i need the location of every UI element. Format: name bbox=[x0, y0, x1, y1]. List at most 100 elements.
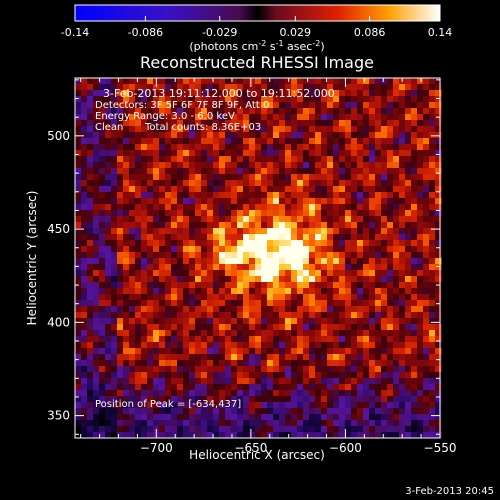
heatmap-cell bbox=[261, 420, 268, 427]
heatmap-cell bbox=[255, 180, 262, 187]
heatmap-cell bbox=[429, 150, 436, 157]
heatmap-cell bbox=[279, 378, 286, 385]
heatmap-cell bbox=[399, 168, 406, 175]
heatmap-cell bbox=[393, 150, 400, 157]
heatmap-cell bbox=[255, 120, 262, 127]
heatmap-cell bbox=[237, 228, 244, 235]
heatmap-cell bbox=[189, 258, 196, 265]
heatmap-cell bbox=[285, 198, 292, 205]
heatmap-cell bbox=[237, 198, 244, 205]
heatmap-cell bbox=[333, 300, 340, 307]
heatmap-cell bbox=[267, 426, 274, 433]
heatmap-cell bbox=[435, 174, 442, 181]
heatmap-cell bbox=[345, 288, 352, 295]
heatmap-cell bbox=[219, 138, 226, 145]
heatmap-cell bbox=[75, 366, 82, 373]
heatmap-cell bbox=[291, 132, 298, 139]
heatmap-cell bbox=[429, 402, 436, 409]
heatmap-cell bbox=[249, 144, 256, 151]
heatmap-cell bbox=[297, 420, 304, 427]
heatmap-cell bbox=[375, 228, 382, 235]
heatmap-cell bbox=[219, 372, 226, 379]
heatmap-cell bbox=[111, 156, 118, 163]
heatmap-cell bbox=[177, 324, 184, 331]
heatmap-cell bbox=[261, 408, 268, 415]
heatmap-cell bbox=[249, 132, 256, 139]
heatmap-cell bbox=[87, 132, 94, 139]
heatmap-cell bbox=[423, 420, 430, 427]
heatmap-cell bbox=[195, 192, 202, 199]
heatmap-cell bbox=[315, 306, 322, 313]
heatmap-cell bbox=[363, 300, 370, 307]
heatmap-cell bbox=[285, 330, 292, 337]
heatmap-cell bbox=[135, 162, 142, 169]
heatmap-cell bbox=[279, 240, 286, 247]
heatmap-cell bbox=[381, 390, 388, 397]
heatmap-cell bbox=[333, 168, 340, 175]
heatmap-cell bbox=[429, 138, 436, 145]
heatmap-cell bbox=[171, 192, 178, 199]
heatmap-cell bbox=[399, 132, 406, 139]
heatmap-cell bbox=[75, 264, 82, 271]
heatmap-cell bbox=[339, 180, 346, 187]
heatmap-cell bbox=[195, 408, 202, 415]
heatmap-cell bbox=[297, 432, 304, 439]
heatmap-cell bbox=[303, 384, 310, 391]
heatmap-cell bbox=[165, 294, 172, 301]
heatmap-cell bbox=[351, 120, 358, 127]
heatmap-cell bbox=[105, 336, 112, 343]
heatmap-cell bbox=[423, 276, 430, 283]
heatmap-cell bbox=[111, 90, 118, 97]
heatmap-cell bbox=[249, 258, 256, 265]
heatmap-cell bbox=[327, 132, 334, 139]
heatmap-cell bbox=[375, 126, 382, 133]
heatmap-cell bbox=[75, 426, 82, 433]
heatmap-cell bbox=[189, 300, 196, 307]
heatmap-cell bbox=[183, 228, 190, 235]
heatmap-cell bbox=[153, 408, 160, 415]
heatmap-cell bbox=[201, 264, 208, 271]
heatmap-cell bbox=[333, 246, 340, 253]
heatmap-cell bbox=[435, 246, 442, 253]
heatmap-cell bbox=[75, 96, 82, 103]
heatmap-cell bbox=[171, 96, 178, 103]
heatmap-cell bbox=[399, 222, 406, 229]
heatmap-cell bbox=[375, 414, 382, 421]
heatmap-cell bbox=[117, 270, 124, 277]
heatmap-cell bbox=[411, 198, 418, 205]
heatmap-cell bbox=[255, 300, 262, 307]
heatmap-cell bbox=[309, 174, 316, 181]
heatmap-cell bbox=[405, 276, 412, 283]
heatmap-cell bbox=[417, 102, 424, 109]
heatmap-cell bbox=[399, 342, 406, 349]
heatmap-cell bbox=[105, 198, 112, 205]
heatmap-cell bbox=[249, 300, 256, 307]
heatmap-cell bbox=[201, 372, 208, 379]
heatmap-cell bbox=[279, 336, 286, 343]
heatmap-cell bbox=[171, 414, 178, 421]
heatmap-cell bbox=[99, 192, 106, 199]
heatmap-cell bbox=[345, 312, 352, 319]
heatmap-cell bbox=[87, 84, 94, 91]
heatmap-cell bbox=[255, 132, 262, 139]
heatmap-cell bbox=[381, 84, 388, 91]
heatmap-cell bbox=[381, 366, 388, 373]
heatmap-cell bbox=[255, 78, 262, 85]
heatmap-cell bbox=[219, 132, 226, 139]
heatmap-cell bbox=[243, 384, 250, 391]
heatmap-cell bbox=[219, 288, 226, 295]
heatmap-cell bbox=[357, 276, 364, 283]
heatmap-cell bbox=[345, 186, 352, 193]
heatmap-cell bbox=[363, 192, 370, 199]
heatmap-cell bbox=[225, 372, 232, 379]
heatmap-cell bbox=[129, 84, 136, 91]
heatmap-cell bbox=[213, 234, 220, 241]
heatmap-cell bbox=[309, 246, 316, 253]
heatmap-cell bbox=[141, 126, 148, 133]
heatmap-cell bbox=[75, 90, 82, 97]
heatmap-cell bbox=[429, 420, 436, 427]
heatmap-cell bbox=[369, 420, 376, 427]
heatmap-cell bbox=[165, 210, 172, 217]
heatmap-cell bbox=[75, 372, 82, 379]
heatmap-cell bbox=[249, 162, 256, 169]
